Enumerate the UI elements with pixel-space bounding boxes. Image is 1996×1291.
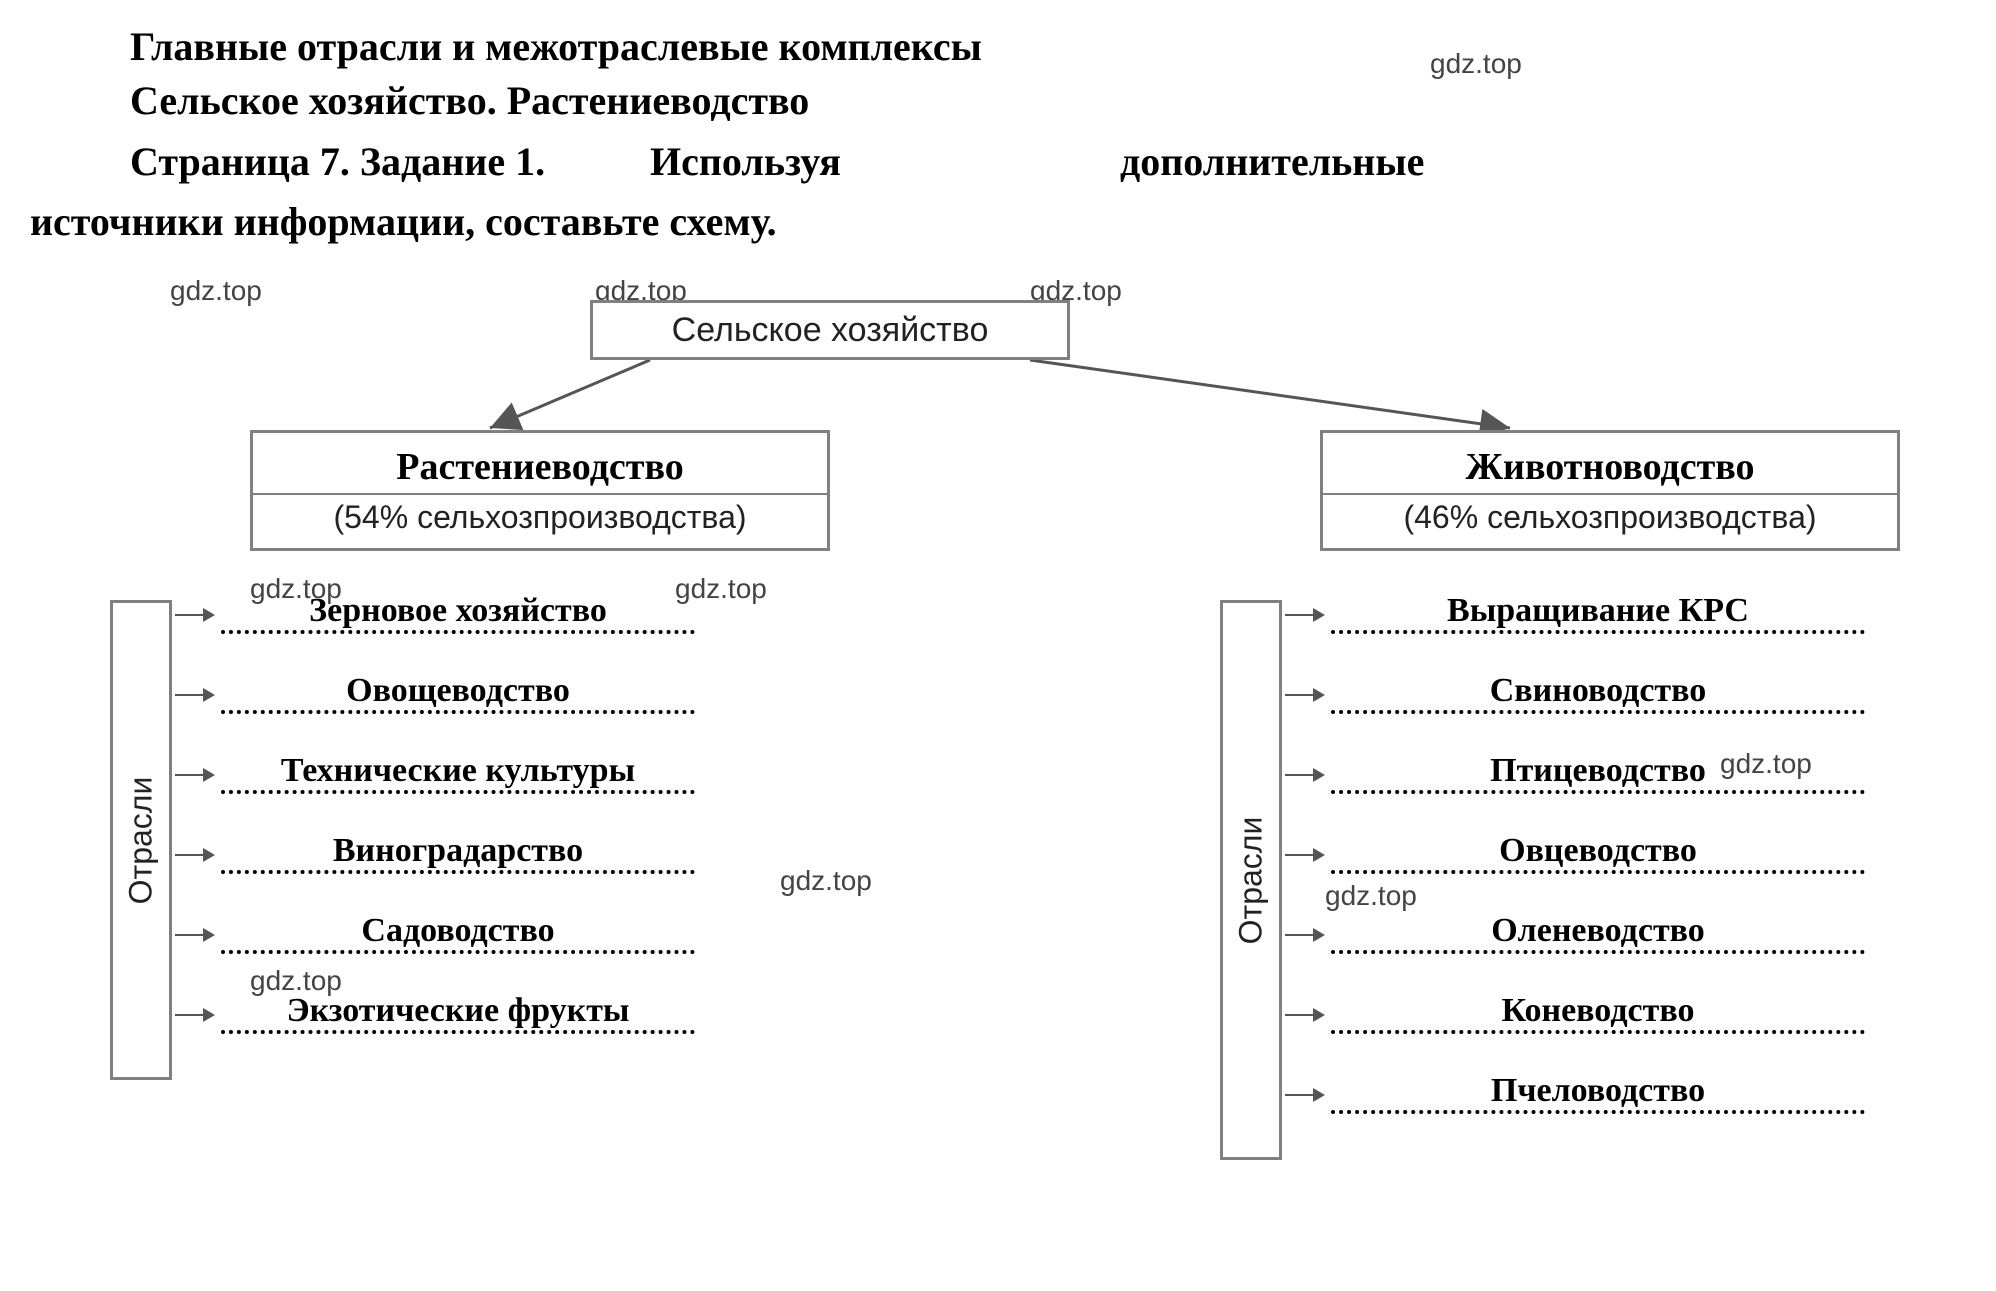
arrow-icon bbox=[175, 854, 213, 856]
item-row: Коневодство bbox=[1285, 990, 1865, 1040]
item-slot: Технические культуры bbox=[221, 756, 695, 794]
right-branch-box: Животноводство (46% сельхозпроизводства) bbox=[1320, 430, 1900, 551]
item-slot: Свиноводство bbox=[1331, 676, 1865, 714]
arrow-icon bbox=[175, 934, 213, 936]
right-branch-title: Животноводство bbox=[1323, 433, 1897, 493]
arrow-icon bbox=[1285, 774, 1323, 776]
arrow-icon bbox=[1285, 1094, 1323, 1096]
left-branch-box: Растениеводство (54% сельхозпроизводства… bbox=[250, 430, 830, 551]
arrow-icon bbox=[1285, 1014, 1323, 1016]
arrow-icon bbox=[1285, 694, 1323, 696]
item-slot: Птицеводство bbox=[1331, 756, 1865, 794]
arrow-icon bbox=[1285, 854, 1323, 856]
task-word-2: дополнительные bbox=[1120, 139, 1424, 184]
item-label: Овощеводство bbox=[346, 672, 570, 710]
item-slot: Виноградарство bbox=[221, 836, 695, 874]
item-label: Зерновое хозяйство bbox=[309, 592, 607, 630]
item-row: Выращивание КРС bbox=[1285, 590, 1865, 640]
left-sector-box: Отрасли bbox=[110, 600, 172, 1080]
left-branch-subtitle: (54% сельхозпроизводства) bbox=[253, 493, 827, 548]
watermark: gdz.top bbox=[1430, 48, 1522, 80]
item-label: Выращивание КРС bbox=[1447, 592, 1749, 630]
header-line-2: Сельское хозяйство. Растениеводство bbox=[130, 74, 1870, 128]
item-slot: Выращивание КРС bbox=[1331, 596, 1865, 634]
header-block: Главные отрасли и межотраслевые комплекс… bbox=[130, 20, 1870, 250]
item-label: Коневодство bbox=[1502, 992, 1695, 1030]
item-label: Свиноводство bbox=[1490, 672, 1707, 710]
item-row: Птицеводство bbox=[1285, 750, 1865, 800]
arrow-icon bbox=[175, 614, 213, 616]
task-label: Страница 7. Задание 1. bbox=[130, 134, 650, 190]
arrow-icon bbox=[1285, 934, 1323, 936]
item-label: Виноградарство bbox=[333, 832, 583, 870]
item-slot: Садоводство bbox=[221, 916, 695, 954]
item-row: Оленеводство bbox=[1285, 910, 1865, 960]
diagram-area: Сельское хозяйство Растениеводство (54% … bbox=[30, 260, 1950, 1280]
arrow-icon bbox=[175, 774, 213, 776]
item-slot: Пчеловодство bbox=[1331, 1076, 1865, 1114]
item-slot: Коневодство bbox=[1331, 996, 1865, 1034]
item-label: Пчеловодство bbox=[1491, 1072, 1705, 1110]
right-sector-label: Отрасли bbox=[1233, 816, 1270, 944]
item-slot: Зерновое хозяйство bbox=[221, 596, 695, 634]
task-line-1: Страница 7. Задание 1.Используядополните… bbox=[130, 134, 1870, 190]
item-row: Виноградарство bbox=[175, 830, 695, 880]
item-row: Садоводство bbox=[175, 910, 695, 960]
left-branch-title: Растениеводство bbox=[253, 433, 827, 493]
task-word-1: Используя bbox=[650, 134, 1120, 190]
item-row: Пчеловодство bbox=[1285, 1070, 1865, 1120]
item-label: Экзотические фрукты bbox=[287, 992, 630, 1030]
item-row: Овцеводство bbox=[1285, 830, 1865, 880]
arrow-icon bbox=[175, 1014, 213, 1016]
item-row: Овощеводство bbox=[175, 670, 695, 720]
item-label: Садоводство bbox=[361, 912, 554, 950]
item-label: Птицеводство bbox=[1490, 752, 1706, 790]
item-label: Технические культуры bbox=[281, 752, 635, 790]
root-label: Сельское хозяйство bbox=[672, 311, 989, 350]
item-slot: Экзотические фрукты bbox=[221, 996, 695, 1034]
item-label: Оленеводство bbox=[1491, 912, 1705, 950]
item-row: Свиноводство bbox=[1285, 670, 1865, 720]
item-slot: Оленеводство bbox=[1331, 916, 1865, 954]
arrow-icon bbox=[175, 694, 213, 696]
root-box: Сельское хозяйство bbox=[590, 300, 1070, 360]
header-line-1: Главные отрасли и межотраслевые комплекс… bbox=[130, 20, 1870, 74]
item-row: Экзотические фрукты bbox=[175, 990, 695, 1040]
item-label: Овцеводство bbox=[1499, 832, 1697, 870]
item-row: Технические культуры bbox=[175, 750, 695, 800]
item-row: Зерновое хозяйство bbox=[175, 590, 695, 640]
right-sector-box: Отрасли bbox=[1220, 600, 1282, 1160]
arrow-icon bbox=[1285, 614, 1323, 616]
right-branch-subtitle: (46% сельхозпроизводства) bbox=[1323, 493, 1897, 548]
left-sector-label: Отрасли bbox=[123, 776, 160, 904]
item-slot: Овощеводство bbox=[221, 676, 695, 714]
task-line-2: источники информации, составьте схему. bbox=[30, 194, 1870, 250]
item-slot: Овцеводство bbox=[1331, 836, 1865, 874]
